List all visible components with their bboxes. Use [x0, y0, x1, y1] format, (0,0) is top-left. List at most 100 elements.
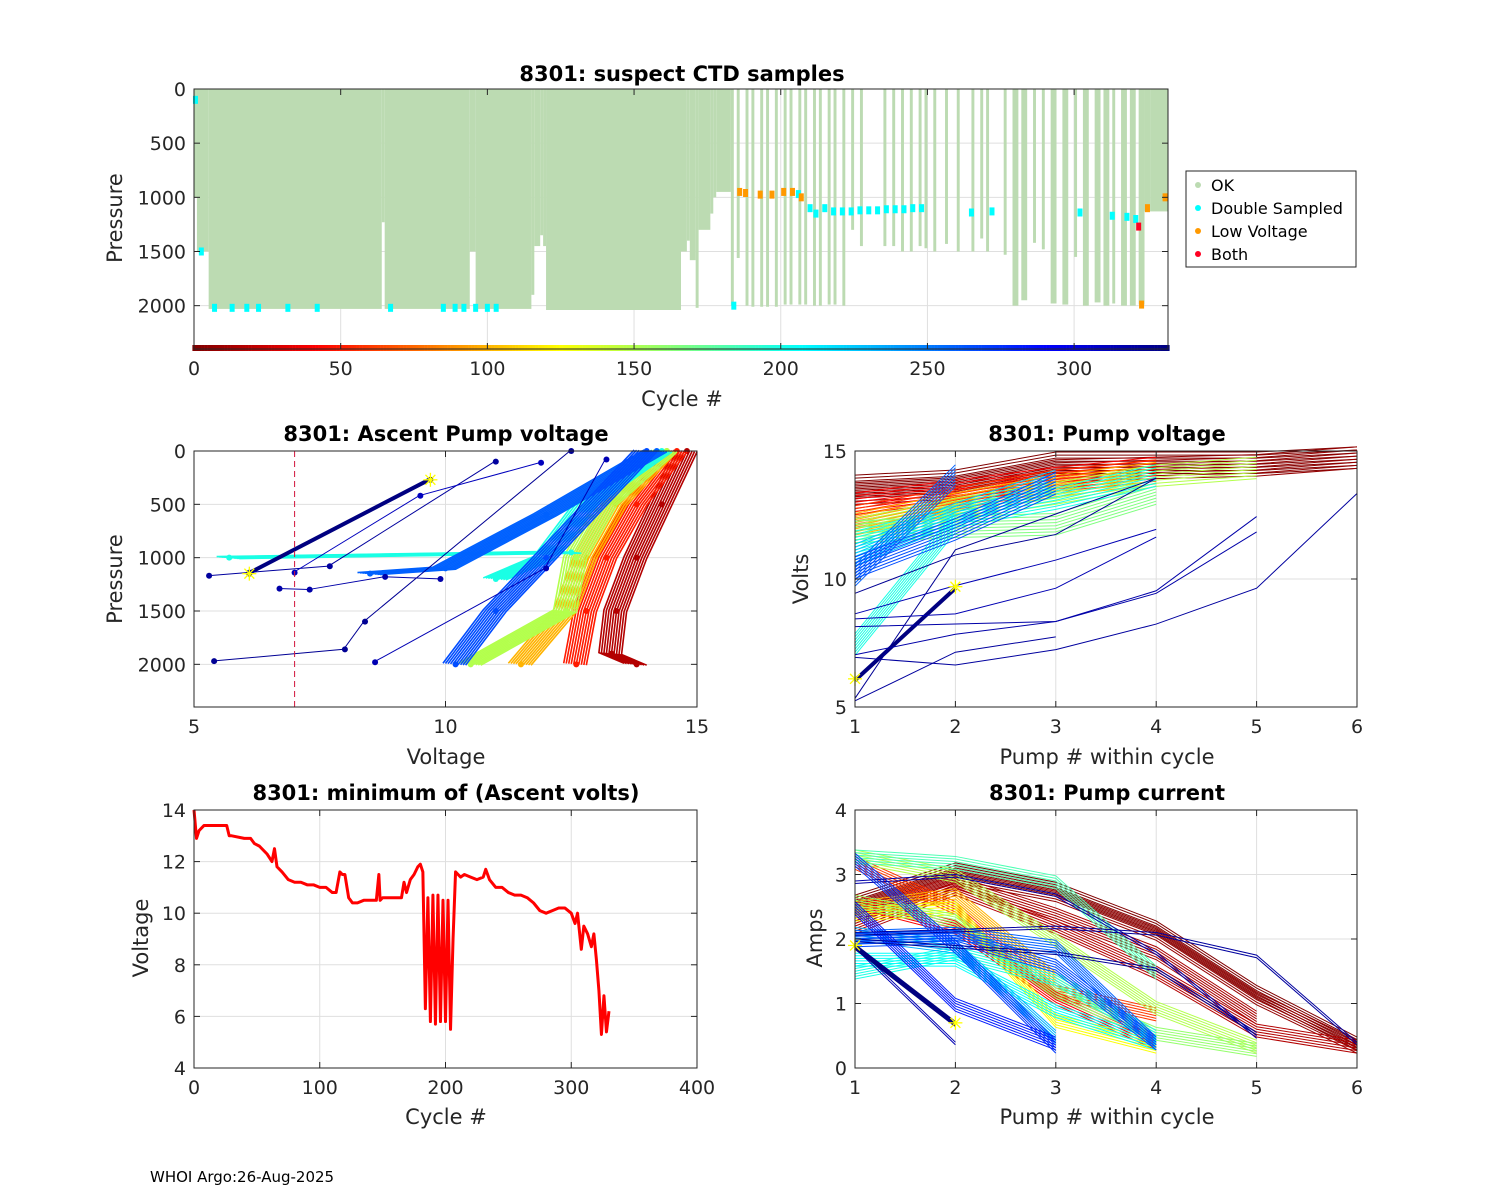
y-tick-label: 12: [162, 852, 186, 874]
x-tick-label: 4: [1150, 716, 1162, 738]
colorbar-cycle-marker: [755, 345, 759, 351]
series-line: [854, 456, 1157, 494]
colorbar-cycle-marker: [840, 345, 844, 351]
grid: [193, 809, 698, 1069]
series-line: [854, 956, 1157, 1042]
x-axis-label: Pump # within cycle: [1000, 1105, 1215, 1129]
suspect-point: [968, 208, 974, 217]
profile-bars: [194, 89, 1168, 310]
y-tick-label: 10: [823, 569, 847, 591]
profile-bar: [1144, 89, 1151, 212]
series-line: [854, 477, 1157, 699]
colorbar-cycle-marker: [999, 345, 1003, 351]
profile-bar: [698, 89, 711, 230]
colorbar-cycle-marker: [697, 345, 701, 351]
profile-bar: [1074, 89, 1078, 257]
colorbar-cycle-marker: [362, 345, 366, 351]
data-point: [492, 458, 499, 465]
colorbar-cycle-marker: [503, 345, 507, 351]
colorbar-cycle-marker: [629, 345, 633, 351]
colorbar-cycle-marker: [526, 345, 531, 351]
colorbar-cycle-marker: [227, 345, 231, 351]
colorbar-cycle-marker: [1119, 345, 1123, 351]
colorbar-cycle-marker: [441, 345, 445, 351]
colorbar-cycle-marker: [468, 345, 472, 351]
profile-bar: [716, 89, 731, 192]
colorbar-cycle-marker: [465, 345, 469, 351]
colorbar-cycle-marker: [732, 345, 736, 351]
colorbar-cycle-marker: [978, 345, 982, 351]
series-line: [247, 477, 431, 576]
colorbar-cycle-marker: [318, 345, 322, 351]
profile-bar: [543, 89, 547, 247]
profile-bar: [1129, 89, 1136, 306]
series-line: [854, 906, 1056, 1043]
series-line: [854, 636, 1056, 702]
colorbar-cycle-marker: [597, 345, 601, 351]
suspect-point: [473, 303, 479, 312]
x-axis-label: Voltage: [407, 745, 486, 769]
colorbar-cycle-marker: [553, 345, 557, 351]
series-line: [854, 482, 1157, 551]
colorbar-cycle-marker: [914, 345, 918, 351]
series-line: [854, 472, 1056, 548]
colorbar-cycle-marker: [1125, 345, 1129, 351]
series-line: [620, 451, 698, 666]
series-line: [854, 479, 1157, 548]
colorbar-cycle-marker: [1122, 345, 1126, 351]
colorbar-cycle-marker: [1137, 345, 1141, 351]
highlight-star-marker: [242, 566, 257, 581]
colorbar-cycle-marker: [559, 345, 563, 351]
series-line: [854, 959, 1157, 1044]
series-line: [854, 459, 1157, 497]
suspect-point: [910, 204, 916, 213]
colorbar-cycle-marker: [990, 345, 994, 351]
colorbar-cycle-marker: [374, 345, 378, 351]
data-point: [658, 501, 665, 508]
colorbar-cycle-marker: [699, 345, 704, 351]
colorbar-cycle-marker: [799, 345, 803, 351]
colorbar-cycle-marker: [644, 345, 648, 351]
colorbar-cycle-marker: [435, 345, 440, 351]
axes-box: [854, 450, 1358, 708]
colorbar-cycle-marker: [861, 345, 865, 351]
profile-bar: [909, 89, 913, 252]
colorbar-cycle-marker: [306, 345, 311, 351]
series-line: [854, 481, 1057, 567]
colorbar-cycle-marker: [764, 345, 768, 351]
series-line: [854, 859, 1157, 977]
suspect-point: [1109, 211, 1115, 220]
series-line: [854, 464, 1157, 532]
x-axis-label: Cycle #: [405, 1105, 487, 1129]
colorbar-cycle-marker: [239, 345, 243, 351]
colorbar-cycle-marker: [811, 345, 815, 351]
colorbar-cycle-marker: [820, 345, 824, 351]
suspect-point: [484, 303, 490, 312]
colorbar-cycle-marker: [1148, 345, 1152, 351]
colorbar-cycle-marker: [723, 345, 727, 351]
profile-bar: [918, 89, 922, 247]
profile-bar: [827, 89, 831, 305]
colorbar-cycle-marker: [520, 345, 525, 351]
series-line: [854, 868, 1358, 1041]
colorbar-cycle-marker: [1028, 345, 1032, 351]
data-point: [452, 661, 459, 668]
profile-bar: [686, 89, 690, 241]
chart-title: 8301: Pump current: [989, 781, 1225, 805]
colorbar-cycle-marker: [661, 345, 665, 351]
series-line: [278, 576, 440, 591]
data-point: [206, 572, 213, 579]
colorbar-cycle-marker: [1160, 345, 1164, 351]
y-tick-label: 0: [835, 1058, 847, 1080]
x-tick-label: 300: [1056, 358, 1092, 380]
colorbar-cycle-marker: [1075, 345, 1079, 351]
y-tick-label: 500: [150, 133, 186, 155]
y-axis-label: Voltage: [129, 899, 153, 978]
colorbar-cycle-marker: [233, 345, 237, 351]
colorbar-cycle-marker: [321, 345, 325, 351]
suspect-point: [737, 187, 743, 196]
colorbar-cycle-marker: [1081, 345, 1085, 351]
series-line: [854, 852, 1257, 1044]
colorbar-cycle-marker: [817, 345, 821, 351]
series-line: [854, 487, 1057, 573]
